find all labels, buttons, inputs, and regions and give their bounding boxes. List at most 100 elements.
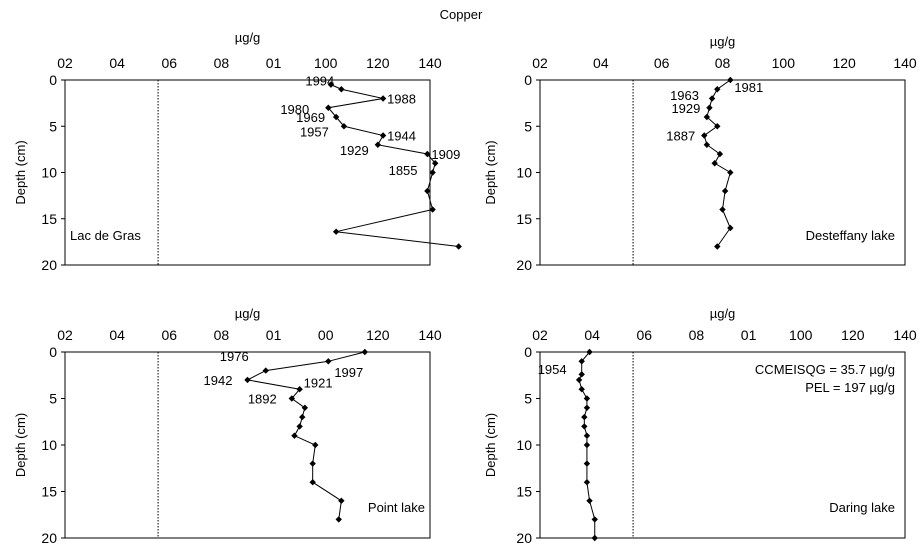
x-tick-label: 06 — [161, 55, 177, 71]
x-tick-label: 06 — [654, 55, 670, 71]
y-tick-label: 10 — [41, 165, 57, 181]
x-tick-label: 01 — [741, 327, 757, 343]
y-tick-label: 0 — [524, 72, 532, 88]
y-tick-label: 10 — [516, 165, 532, 181]
data-point — [379, 132, 387, 139]
data-point — [338, 497, 345, 504]
x-tick-label: 100 — [314, 55, 338, 71]
data-point — [703, 141, 711, 148]
date-annotation: 1855 — [389, 163, 418, 178]
y-tick-label: 15 — [41, 211, 57, 227]
y-tick-label: 5 — [524, 118, 532, 134]
date-annotation: 1997 — [334, 365, 363, 380]
data-point — [374, 141, 382, 148]
x-tick-label: 140 — [893, 327, 917, 343]
data-point — [583, 460, 591, 467]
date-annotation: 1976 — [220, 349, 249, 364]
data-point — [296, 423, 303, 430]
x-tick-label: 140 — [893, 55, 917, 71]
x-tick-label: 00 — [318, 327, 334, 343]
date-annotation: 1957 — [300, 124, 329, 139]
y-tick-label: 5 — [49, 118, 57, 134]
y-tick-label: 15 — [41, 484, 57, 500]
figure-title: Copper — [440, 7, 483, 22]
data-point — [327, 81, 335, 88]
data-point — [340, 123, 348, 130]
data-point — [296, 386, 303, 393]
lake-label: Lac de Gras — [70, 228, 141, 243]
x-tick-label: 04 — [109, 55, 125, 71]
data-point — [719, 206, 726, 213]
x-tick-label: 120 — [366, 55, 390, 71]
data-point — [586, 497, 593, 504]
data-point — [455, 243, 462, 250]
panel-desteffany-lake: µg/g 02 04 06 08 100 120 140 0 5 10 15 20 Depth (cm) 1… — [483, 34, 917, 273]
x-tick-label: 04 — [593, 55, 609, 71]
date-annotation: 1929 — [671, 101, 700, 116]
x-tick-label: 140 — [418, 327, 442, 343]
data-point — [578, 371, 585, 378]
data-point — [583, 404, 591, 411]
date-annotation: 1921 — [304, 375, 333, 390]
data-point — [335, 516, 342, 523]
y-tick-label: 10 — [41, 437, 57, 453]
data-point — [583, 432, 591, 439]
data-point — [424, 150, 431, 158]
data-point — [309, 460, 316, 467]
data-point — [714, 123, 721, 130]
x-tick-label: 01 — [266, 327, 282, 343]
data-point — [714, 243, 721, 250]
y-tick-label: 20 — [41, 530, 57, 546]
data-point — [325, 104, 332, 111]
data-point — [583, 395, 591, 402]
x-tick-label: 02 — [57, 327, 73, 343]
date-annotation: 1944 — [387, 129, 416, 144]
panel-point-lake: µg/g 02 04 06 08 01 00 120 140 0 5 10 15 20 Depth (cm)… — [13, 306, 442, 546]
x-tick-label: 08 — [214, 55, 230, 71]
y-tick-label: 0 — [49, 344, 57, 360]
data-point — [578, 358, 585, 365]
data-point — [716, 150, 724, 158]
y-axis-label: Depth (cm) — [13, 140, 28, 204]
date-annotation: 1942 — [204, 373, 233, 388]
date-annotation: 1994 — [305, 73, 334, 88]
x-tick-label: 02 — [532, 55, 548, 71]
data-point — [706, 104, 713, 111]
data-point — [583, 441, 591, 449]
data-point — [721, 187, 729, 195]
data-point — [361, 348, 369, 356]
data-point — [581, 413, 588, 421]
data-point — [727, 224, 734, 232]
guideline-note: CCMEISQG = 35.7 µg/g — [755, 362, 895, 377]
data-point — [262, 367, 269, 374]
x-tick-label: 100 — [772, 55, 796, 71]
date-annotation: 1969 — [296, 110, 325, 125]
data-point — [299, 413, 306, 421]
lake-label: Point lake — [368, 500, 425, 515]
data-point — [291, 432, 298, 439]
data-point — [711, 160, 718, 167]
date-annotation: 1892 — [248, 392, 277, 407]
x-tick-label: 120 — [832, 55, 856, 71]
y-tick-label: 0 — [524, 344, 532, 360]
data-point — [332, 113, 340, 121]
data-point — [288, 395, 296, 402]
data-point — [325, 358, 332, 365]
y-axis-label: Depth (cm) — [13, 413, 28, 477]
y-tick-label: 10 — [516, 437, 532, 453]
y-tick-label: 20 — [41, 257, 57, 273]
x-unit-label: µg/g — [235, 30, 261, 45]
date-annotation: 1963 — [670, 88, 699, 103]
data-point — [301, 404, 309, 411]
data-point — [591, 516, 598, 523]
x-tick-label: 06 — [161, 327, 177, 343]
data-point — [703, 113, 711, 121]
date-annotation: 1980 — [280, 102, 309, 117]
date-annotation: 1887 — [666, 129, 695, 144]
data-point — [586, 348, 593, 356]
y-tick-label: 20 — [516, 530, 532, 546]
x-unit-label: µg/g — [710, 34, 736, 49]
x-tick-label: 08 — [715, 55, 731, 71]
data-point — [432, 160, 439, 167]
